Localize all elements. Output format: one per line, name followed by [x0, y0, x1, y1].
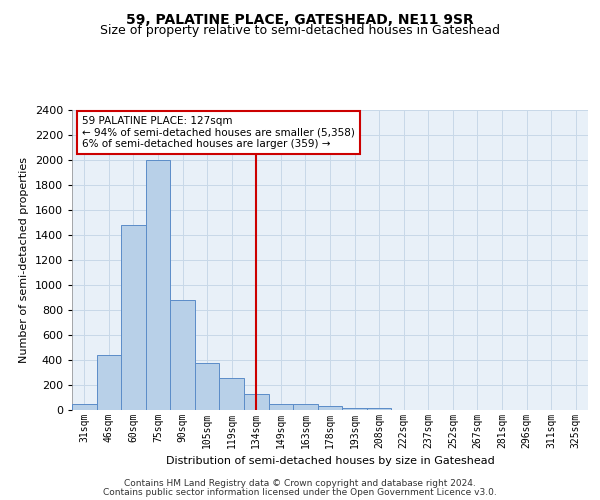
Text: 59, PALATINE PLACE, GATESHEAD, NE11 9SR: 59, PALATINE PLACE, GATESHEAD, NE11 9SR — [126, 12, 474, 26]
Bar — [244, 394, 269, 410]
Text: 59 PALATINE PLACE: 127sqm
← 94% of semi-detached houses are smaller (5,358)
6% o: 59 PALATINE PLACE: 127sqm ← 94% of semi-… — [82, 116, 355, 149]
Text: Contains public sector information licensed under the Open Government Licence v3: Contains public sector information licen… — [103, 488, 497, 497]
Bar — [293, 404, 318, 410]
Bar — [170, 300, 195, 410]
Bar — [220, 378, 244, 410]
Bar — [318, 406, 342, 410]
Bar — [195, 363, 220, 410]
Bar — [97, 355, 121, 410]
Bar — [146, 160, 170, 410]
Y-axis label: Number of semi-detached properties: Number of semi-detached properties — [19, 157, 29, 363]
X-axis label: Distribution of semi-detached houses by size in Gateshead: Distribution of semi-detached houses by … — [166, 456, 494, 466]
Bar — [342, 408, 367, 410]
Text: Contains HM Land Registry data © Crown copyright and database right 2024.: Contains HM Land Registry data © Crown c… — [124, 478, 476, 488]
Bar — [121, 225, 146, 410]
Bar — [269, 404, 293, 410]
Text: Size of property relative to semi-detached houses in Gateshead: Size of property relative to semi-detach… — [100, 24, 500, 37]
Bar — [367, 408, 391, 410]
Bar — [72, 404, 97, 410]
